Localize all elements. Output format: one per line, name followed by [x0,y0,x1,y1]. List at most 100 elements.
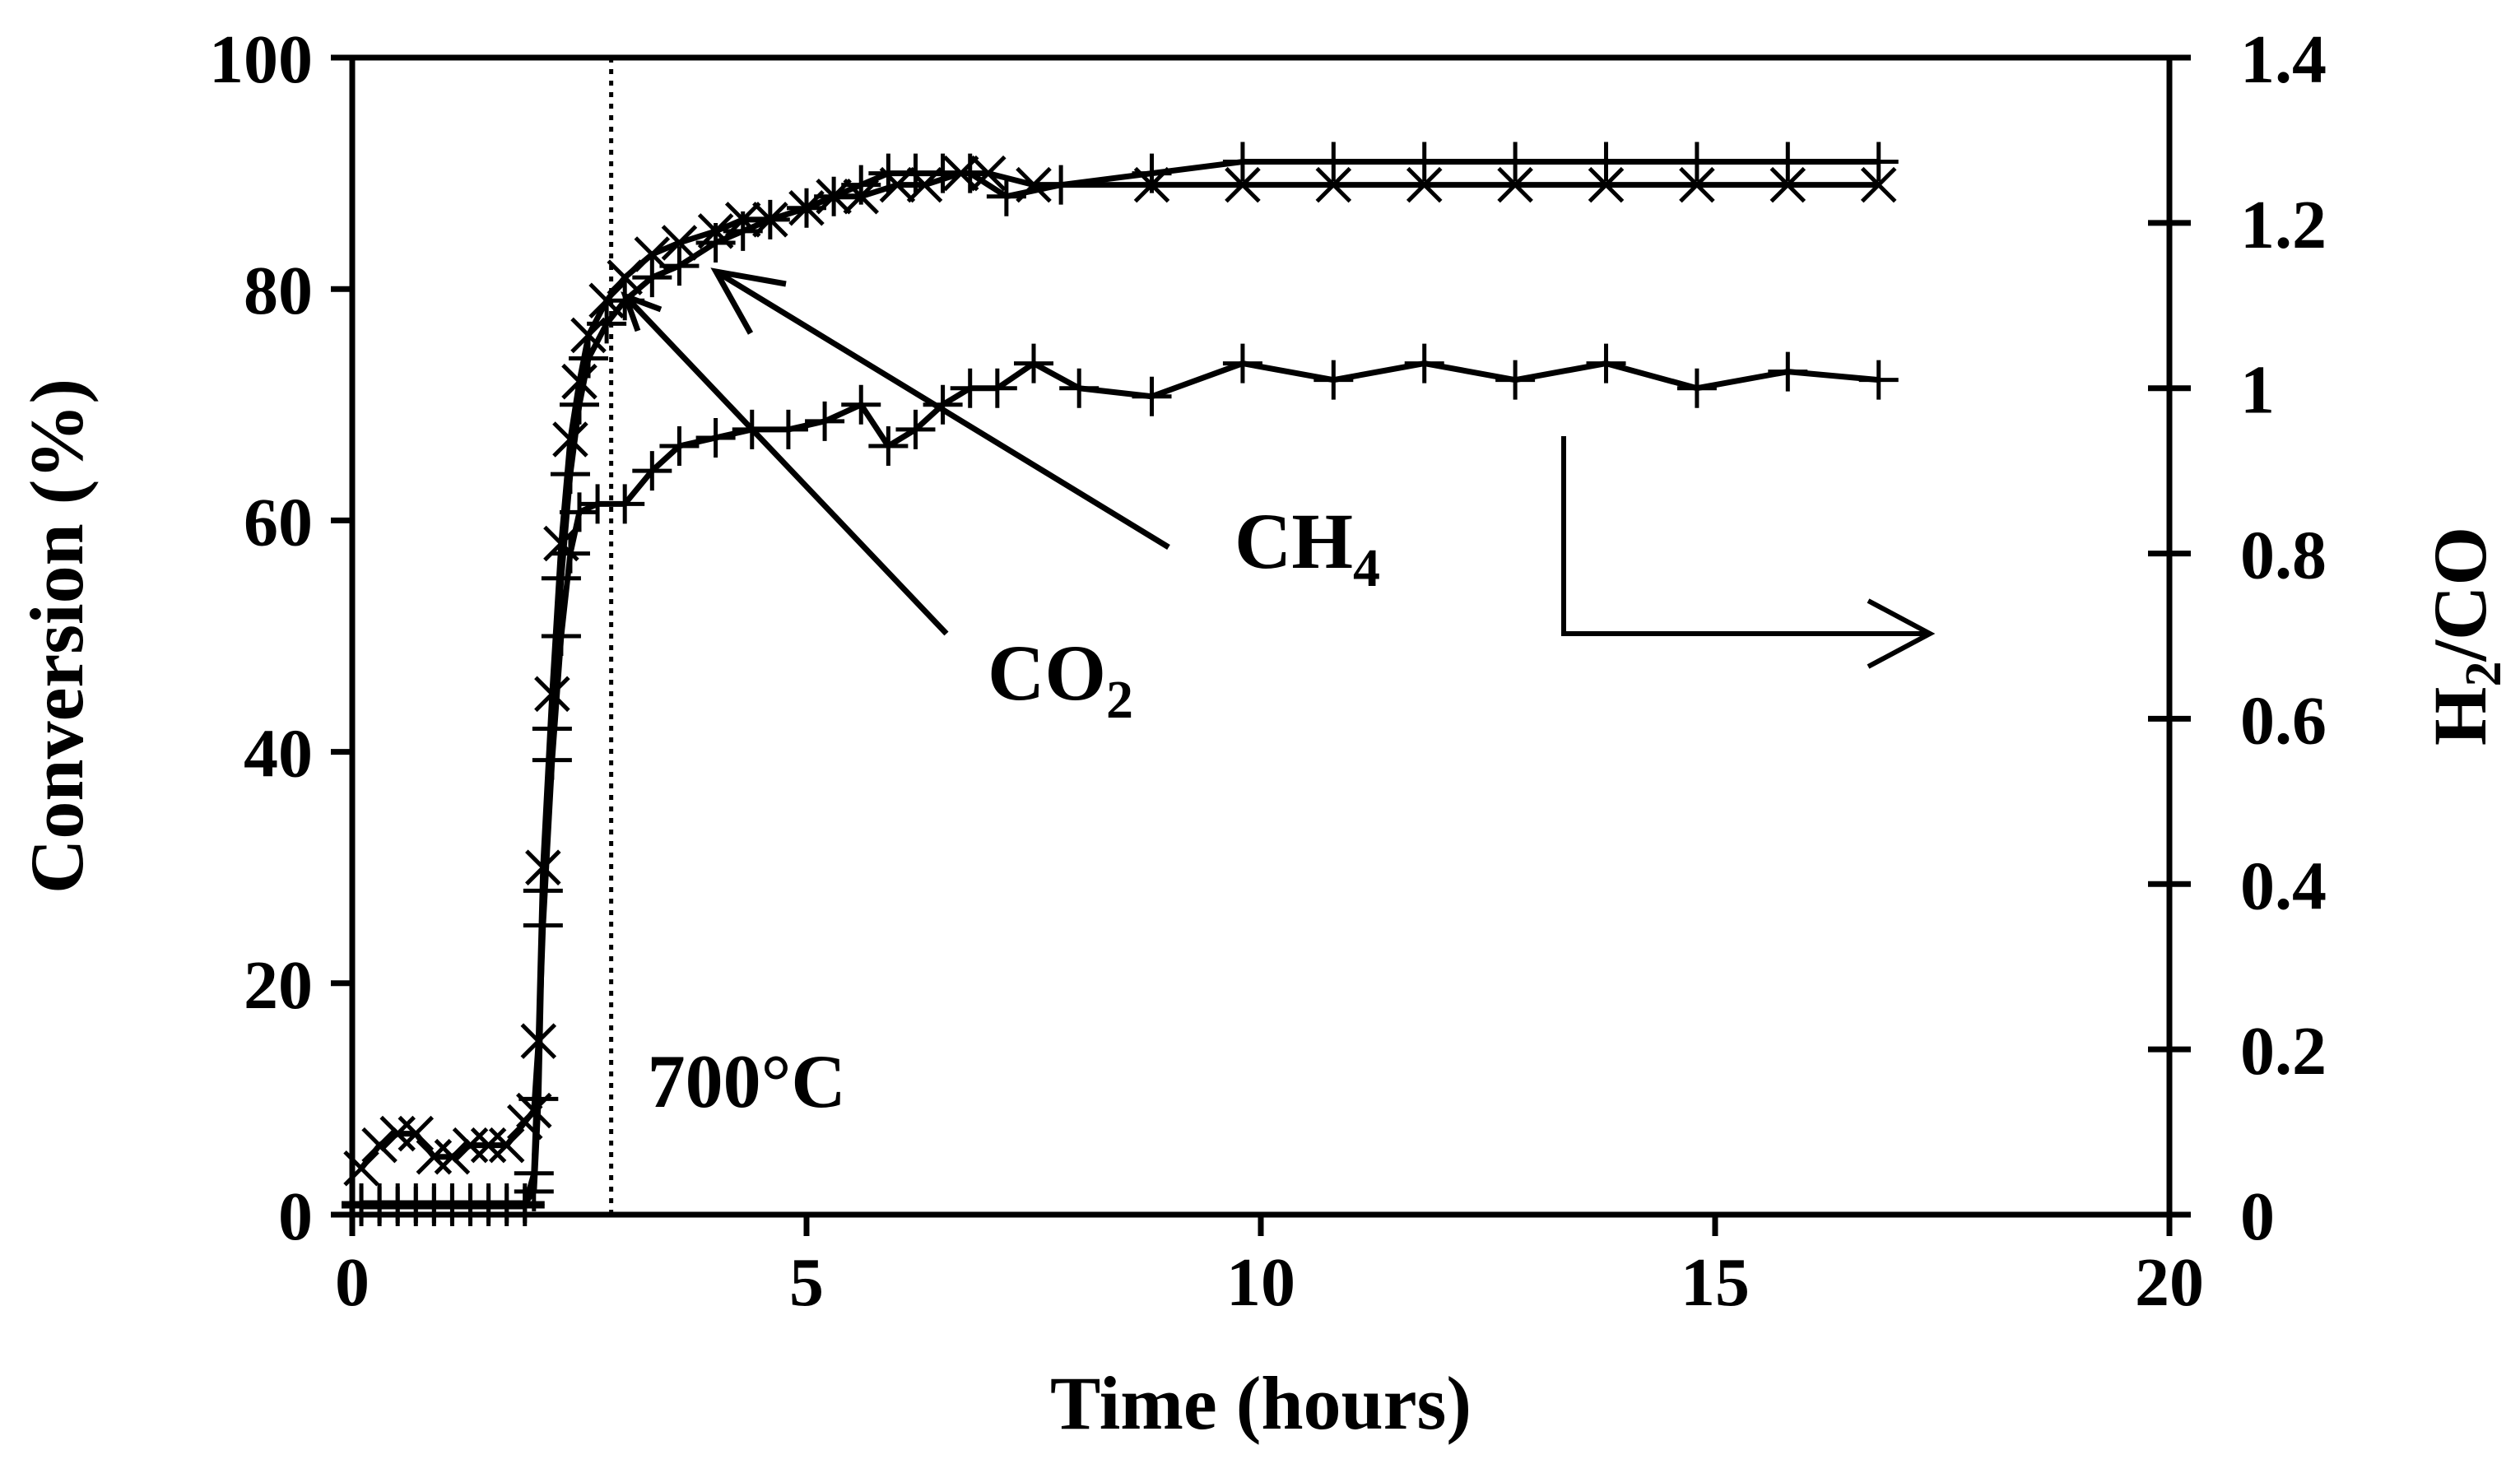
data-point [659,426,700,467]
y2-tick-label: 0.4 [2240,848,2327,924]
data-point [1769,166,1806,203]
data-point [416,1138,453,1175]
data-point [1404,142,1444,182]
annotations: CH4 CO2 [621,267,1936,730]
data-point [1676,142,1717,182]
data-point [632,451,672,491]
x-tick-label: 15 [1681,1244,1750,1321]
y2-tick-label: 0.6 [2240,682,2327,759]
data-point [560,384,599,425]
data-point [1858,360,1899,400]
data-point [550,533,590,574]
y-tick-label: 60 [244,484,313,560]
x-tick-label: 20 [2135,1244,2204,1321]
data-point [541,558,581,598]
data-point [343,1150,379,1187]
data-point [541,616,581,656]
data-point [560,492,599,532]
data-point [361,1127,398,1164]
data-point [1588,166,1625,203]
ch4-leader-arrowhead [710,267,787,335]
data-point [1586,142,1626,182]
series-layer [342,142,1899,1226]
y2-tick-label: 1 [2240,352,2275,429]
data-point [814,176,854,216]
data-point [532,740,572,780]
data-point [1313,142,1354,182]
y2-tick-label: 0.2 [2240,1013,2327,1090]
data-point [1497,166,1533,203]
data-point [950,153,990,193]
data-point [379,1115,416,1152]
data-point [659,246,700,286]
y2-axis-title: H2/CO [2418,527,2512,746]
series-line-0 [359,170,1879,1170]
data-point [723,211,763,251]
y2-tick-label: 0 [2240,1178,2275,1255]
data-point [1222,142,1262,182]
data-point [523,905,563,946]
data-point [695,222,736,263]
data-point [805,401,845,441]
data-point [569,338,609,379]
data-point [434,1138,471,1175]
data-point [1222,343,1262,383]
data-point [1586,343,1626,383]
y-tick-label: 40 [244,716,313,792]
data-point [1676,368,1717,408]
data-point [750,199,790,239]
y2-tick-label: 1.2 [2240,187,2327,263]
y-tick-label: 100 [209,21,313,98]
data-point [1041,165,1081,205]
data-point [1495,360,1536,400]
data-point [1495,142,1536,182]
data-point [488,1127,525,1164]
data-point [695,417,736,458]
data-point [841,384,881,425]
data-point [587,304,627,344]
co2-leader-line [623,294,949,636]
data-point [1132,376,1172,416]
y-tick-label: 20 [244,947,313,1024]
data-point [504,1186,545,1226]
data-point [768,409,808,449]
data-point [1768,142,1808,182]
data-point [514,1153,554,1193]
data-point [1768,351,1808,392]
data-point [986,176,1026,216]
data-point [1315,166,1352,203]
data-point [1858,142,1899,182]
ch4-label: CH4 [1234,497,1380,598]
data-point [550,454,590,495]
data-point [1404,343,1444,383]
data-point [868,426,909,467]
data-point [1406,166,1443,203]
h2co-axis-arrowhead [1867,598,1936,669]
y-tick-label: 80 [244,253,313,329]
h2co-axis-arrow [1561,436,1930,636]
y2-tick-label: 1.4 [2240,21,2327,98]
x-tick-label: 10 [1226,1244,1295,1321]
data-point [552,421,588,458]
data-point [632,258,672,298]
x-tick-label: 5 [789,1244,824,1321]
series-line-2 [361,360,1880,1210]
data-point [470,1127,507,1164]
data-point [1860,166,1897,203]
data-point [841,165,881,205]
data-point [787,188,826,228]
data-point [452,1127,489,1164]
x-axis-title: Time (hours) [1050,1361,1472,1445]
data-point [605,484,645,524]
co2-leader-arrowhead [621,291,663,332]
data-point [895,409,936,449]
data-point [1679,166,1715,203]
data-point [1225,166,1261,203]
y-tick-label: 0 [278,1178,313,1255]
ch4-leader-line [714,269,1170,550]
x-tick-label: 0 [335,1244,370,1321]
y2-tick-label: 0.8 [2240,518,2327,594]
y-axis-title: Conversion (%) [15,379,99,894]
data-point [977,368,1017,408]
